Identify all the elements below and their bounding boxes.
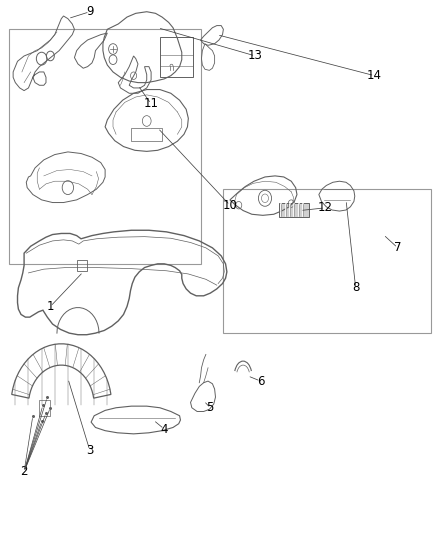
Text: 8: 8 (352, 281, 359, 294)
Text: 9: 9 (86, 5, 94, 18)
Text: 14: 14 (367, 69, 382, 82)
Bar (9, 29, 201, 264)
Text: 5: 5 (207, 401, 214, 414)
Text: 12: 12 (318, 201, 332, 214)
Bar (160, 37, 193, 77)
Text: 10: 10 (223, 199, 237, 212)
Text: 3: 3 (86, 444, 93, 457)
Bar (223, 189, 431, 333)
Text: 1: 1 (46, 300, 54, 313)
Text: 13: 13 (248, 50, 263, 62)
Text: 11: 11 (144, 98, 159, 110)
Text: 4: 4 (160, 423, 168, 435)
Text: 6: 6 (257, 375, 265, 387)
Bar (279, 203, 309, 217)
Text: 2: 2 (20, 465, 28, 478)
Text: 7: 7 (394, 241, 402, 254)
